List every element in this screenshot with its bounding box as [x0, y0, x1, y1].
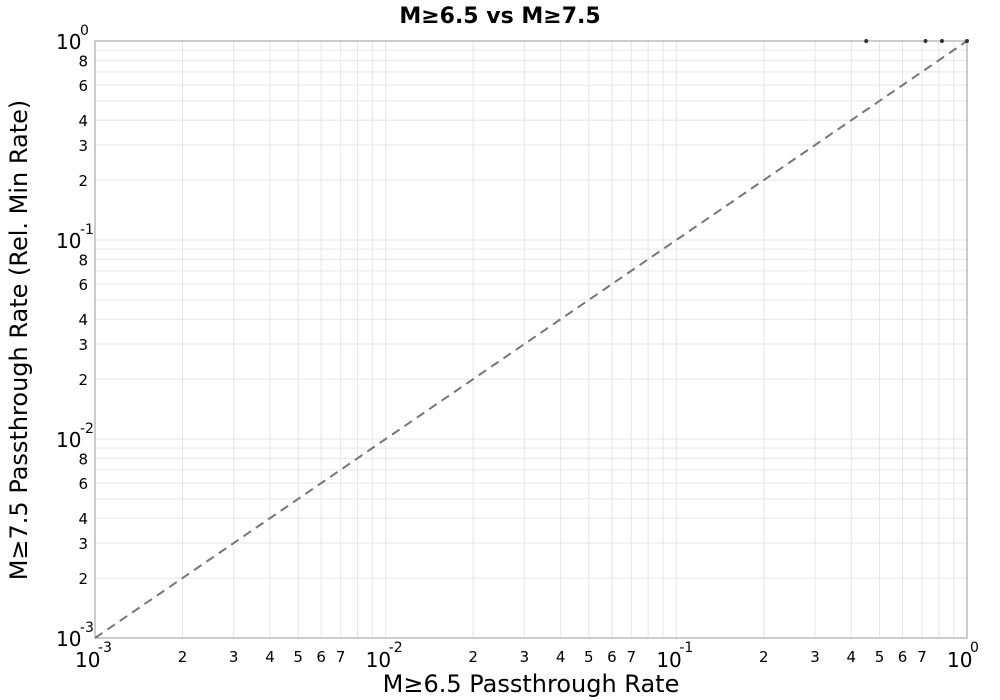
data-point: [939, 39, 944, 43]
y-tick-label-minor: 8: [78, 450, 88, 468]
y-tick-label-minor: 6: [78, 77, 88, 95]
y-tick-label-minor: 2: [78, 570, 88, 588]
chart-title: M≥6.5 vs M≥7.5: [399, 4, 600, 29]
y-tick-label-minor: 2: [78, 371, 88, 389]
x-tick-label-minor: 5: [875, 648, 885, 666]
y-tick-label-minor: 4: [78, 510, 88, 528]
x-tick-label-exponent: -2: [389, 640, 403, 656]
y-tick-label-exponent: -3: [80, 620, 94, 636]
x-tick-label-exponent: -3: [98, 640, 112, 656]
y-axis-label: M≥7.5 Passthrough Rate (Rel. Min Rate): [5, 100, 33, 581]
y-tick-label-exponent: 0: [80, 23, 89, 39]
y-tick-label-minor: 4: [78, 112, 88, 130]
x-tick-label-minor: 7: [627, 648, 637, 666]
x-tick-label-minor: 4: [556, 648, 566, 666]
x-tick-label-minor: 5: [584, 648, 594, 666]
y-tick-label-exponent: -2: [80, 421, 94, 437]
x-tick-label-minor: 5: [293, 648, 303, 666]
data-points: [864, 39, 969, 43]
data-point: [864, 39, 869, 43]
x-tick-label-minor: 6: [898, 648, 908, 666]
x-tick-label-minor: 7: [917, 648, 927, 666]
x-tick-label-minor: 3: [229, 648, 239, 666]
x-tick-label-minor: 2: [468, 648, 478, 666]
y-tick-label-minor: 8: [78, 52, 88, 70]
x-tick-label-minor: 2: [178, 648, 188, 666]
y-tick-label-major: 10: [56, 627, 81, 651]
x-tick-label-minor: 7: [336, 648, 346, 666]
x-tick-label-exponent: 0: [970, 640, 979, 656]
y-tick-label-minor: 3: [78, 137, 88, 155]
y-tick-label-minor: 3: [78, 336, 88, 354]
grid: [94, 40, 968, 639]
y-tick-label-major: 10: [56, 30, 81, 54]
y-tick-label-minor: 4: [78, 311, 88, 329]
data-point: [923, 39, 928, 43]
x-tick-label-minor: 4: [265, 648, 275, 666]
y-tick-label-minor: 6: [78, 475, 88, 493]
plot-frame: [94, 40, 968, 639]
y-tick-label-minor: 2: [78, 172, 88, 190]
x-tick-label-minor: 6: [607, 648, 617, 666]
reference-line-group: [94, 40, 968, 639]
y-tick-label-minor: 3: [78, 535, 88, 553]
x-tick-label-major: 10: [947, 648, 972, 672]
y-tick-label-major: 10: [56, 229, 81, 253]
x-axis-label: M≥6.5 Passthrough Rate: [383, 670, 680, 698]
x-tick-label-minor: 4: [847, 648, 857, 666]
reference-line: [94, 40, 968, 639]
x-tick-label-minor: 3: [520, 648, 530, 666]
x-tick-label-minor: 2: [759, 648, 769, 666]
x-tick-label-major: 10: [75, 648, 100, 672]
x-tick-label-major: 10: [656, 648, 681, 672]
y-tick-label-minor: 6: [78, 276, 88, 294]
data-point: [965, 39, 969, 43]
x-tick-label-minor: 3: [810, 648, 820, 666]
y-tick-label-exponent: -1: [80, 222, 94, 238]
y-tick-label-major: 10: [56, 428, 81, 452]
x-tick-label-major: 10: [366, 648, 391, 672]
x-tick-label-exponent: -1: [679, 640, 693, 656]
x-tick-label-minor: 6: [316, 648, 326, 666]
y-tick-label-minor: 8: [78, 251, 88, 269]
